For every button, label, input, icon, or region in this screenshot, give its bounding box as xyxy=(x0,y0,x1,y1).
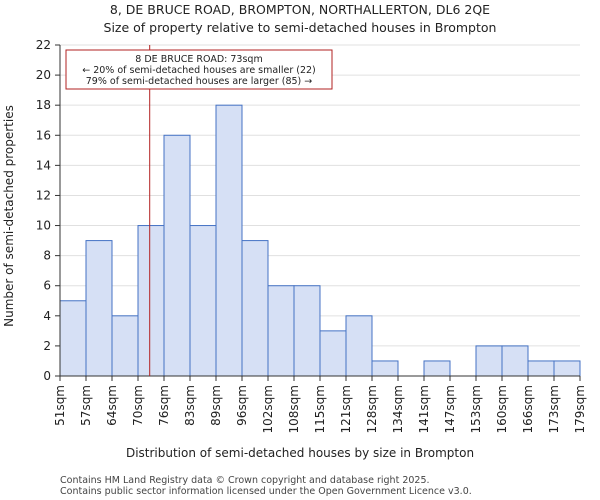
x-tick-label: 64sqm xyxy=(105,385,119,426)
x-tick-label: 141sqm xyxy=(417,385,431,433)
histogram-bar xyxy=(527,360,555,377)
annotation-line3: 79% of semi-detached houses are larger (… xyxy=(86,76,313,87)
y-tick-label: 14 xyxy=(36,158,51,172)
footer-line1: Contains HM Land Registry data © Crown c… xyxy=(60,475,430,486)
x-tick-label: 89sqm xyxy=(209,385,223,426)
histogram-bar xyxy=(501,345,529,377)
y-tick-label: 12 xyxy=(36,188,51,202)
histogram-bar xyxy=(475,345,503,377)
chart-title-line1: 8, DE BRUCE ROAD, BROMPTON, NORTHALLERTO… xyxy=(110,2,490,17)
histogram-bar xyxy=(345,315,373,377)
x-tick-label: 173sqm xyxy=(547,385,561,433)
histogram-bar xyxy=(189,225,217,377)
histogram-bar xyxy=(85,240,113,377)
x-tick-label: 83sqm xyxy=(183,385,197,426)
x-tick-label: 121sqm xyxy=(339,385,353,433)
y-tick-label: 0 xyxy=(43,369,51,383)
footer-line2: Contains public sector information licen… xyxy=(60,486,472,497)
histogram-bar xyxy=(163,134,191,377)
histogram-bar xyxy=(319,330,347,377)
annotation-line1: 8 DE BRUCE ROAD: 73sqm xyxy=(135,54,262,65)
chart-title-line2: Size of property relative to semi-detach… xyxy=(104,20,497,35)
y-tick-label: 10 xyxy=(36,219,51,233)
histogram-bar xyxy=(293,285,321,377)
histogram-bar xyxy=(59,300,87,377)
histogram-bar xyxy=(553,360,581,377)
x-tick-label: 147sqm xyxy=(443,385,457,433)
histogram-bar xyxy=(423,360,451,377)
y-tick-label: 16 xyxy=(36,128,51,142)
x-tick-label: 108sqm xyxy=(287,385,301,433)
annotation-box: 8 DE BRUCE ROAD: 73sqm ← 20% of semi-det… xyxy=(65,49,333,90)
histogram-bar xyxy=(137,225,165,377)
x-tick-label: 96sqm xyxy=(235,385,249,426)
y-tick-label: 6 xyxy=(43,279,51,293)
annotation-frame xyxy=(65,49,333,90)
x-tick-label: 153sqm xyxy=(469,385,483,433)
x-tick-label: 51sqm xyxy=(53,385,67,426)
y-axis-label: Number of semi-detached properties xyxy=(2,105,16,327)
histogram-bar xyxy=(215,104,243,377)
y-tick-labels: 0 2 4 6 8 10 12 14 16 18 20 22 xyxy=(36,38,51,383)
histogram-bar xyxy=(267,285,295,377)
x-tick-labels: 51sqm 57sqm 64sqm 70sqm 76sqm 83sqm 89sqm 96sqm… xyxy=(53,385,587,433)
axes-layer xyxy=(59,45,581,381)
annotation-line2: ← 20% of semi-detached houses are smalle… xyxy=(82,65,316,76)
y-tick-label: 22 xyxy=(36,38,51,52)
y-tick-label: 8 xyxy=(43,249,51,263)
y-tick-label: 2 xyxy=(43,339,51,353)
y-tick-label: 4 xyxy=(43,309,51,323)
x-axis-label: Distribution of semi-detached houses by … xyxy=(126,446,474,460)
x-tick-label: 134sqm xyxy=(391,385,405,433)
x-tick-label: 160sqm xyxy=(495,385,509,433)
y-tick-label: 18 xyxy=(36,98,51,112)
x-tick-label: 76sqm xyxy=(157,385,171,426)
x-tick-label: 179sqm xyxy=(573,385,587,433)
x-tick-label: 102sqm xyxy=(261,385,275,433)
y-tick-label: 20 xyxy=(36,68,51,82)
x-tick-label: 70sqm xyxy=(131,385,145,426)
histogram-bar xyxy=(111,315,139,377)
histogram-bar xyxy=(241,240,269,377)
x-tick-label: 57sqm xyxy=(79,385,93,426)
x-tick-label: 166sqm xyxy=(521,385,535,433)
histogram-bar xyxy=(371,360,399,377)
x-tick-label: 115sqm xyxy=(313,385,327,433)
bars-layer xyxy=(59,104,581,377)
x-tick-label: 128sqm xyxy=(365,385,379,433)
